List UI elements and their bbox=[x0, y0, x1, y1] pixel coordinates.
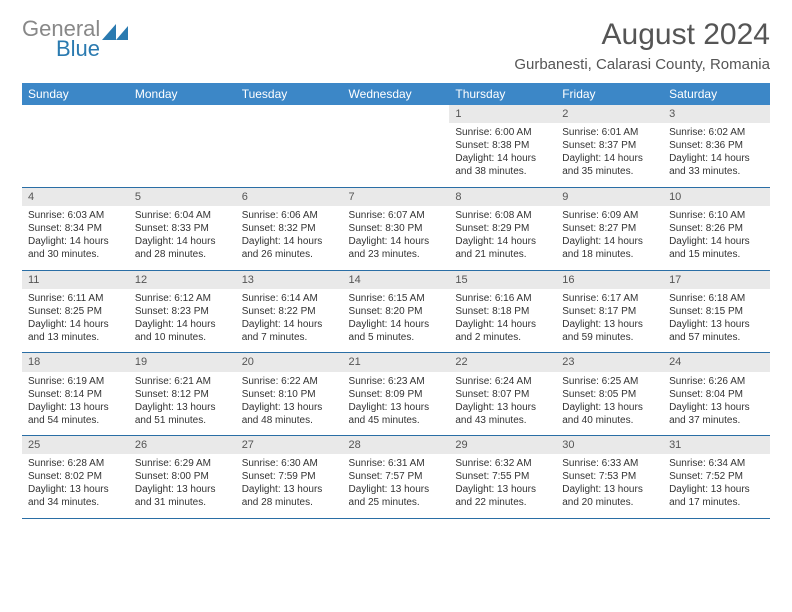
location-text: Gurbanesti, Calarasi County, Romania bbox=[514, 56, 770, 73]
day-number-cell: 10 bbox=[663, 187, 770, 206]
day-number-cell: 3 bbox=[663, 105, 770, 123]
day-detail-cell: Sunrise: 6:34 AMSunset: 7:52 PMDaylight:… bbox=[663, 454, 770, 518]
day-detail-cell: Sunrise: 6:33 AMSunset: 7:53 PMDaylight:… bbox=[556, 454, 663, 518]
day-number-cell: 8 bbox=[449, 187, 556, 206]
day-number-cell: 26 bbox=[129, 436, 236, 455]
day-number-cell: 4 bbox=[22, 187, 129, 206]
day-number-cell: 29 bbox=[449, 436, 556, 455]
day-detail-cell: Sunrise: 6:10 AMSunset: 8:26 PMDaylight:… bbox=[663, 206, 770, 270]
day-number-row: 123 bbox=[22, 105, 770, 123]
day-number-cell: 6 bbox=[236, 187, 343, 206]
day-detail-cell: Sunrise: 6:09 AMSunset: 8:27 PMDaylight:… bbox=[556, 206, 663, 270]
weekday-header: Sunday bbox=[22, 83, 129, 105]
day-number-cell: 14 bbox=[343, 270, 450, 289]
day-detail-cell: Sunrise: 6:17 AMSunset: 8:17 PMDaylight:… bbox=[556, 289, 663, 353]
weekday-header: Saturday bbox=[663, 83, 770, 105]
calendar-table: SundayMondayTuesdayWednesdayThursdayFrid… bbox=[22, 83, 770, 519]
day-number-cell: 24 bbox=[663, 353, 770, 372]
day-detail-cell: Sunrise: 6:08 AMSunset: 8:29 PMDaylight:… bbox=[449, 206, 556, 270]
day-detail-cell: Sunrise: 6:28 AMSunset: 8:02 PMDaylight:… bbox=[22, 454, 129, 518]
day-number-cell: 31 bbox=[663, 436, 770, 455]
day-detail-cell: Sunrise: 6:22 AMSunset: 8:10 PMDaylight:… bbox=[236, 372, 343, 436]
day-detail-cell: Sunrise: 6:15 AMSunset: 8:20 PMDaylight:… bbox=[343, 289, 450, 353]
day-number-cell bbox=[22, 105, 129, 123]
weekday-header: Friday bbox=[556, 83, 663, 105]
day-number-cell: 17 bbox=[663, 270, 770, 289]
day-number-cell: 16 bbox=[556, 270, 663, 289]
day-detail-cell bbox=[22, 123, 129, 187]
day-detail-cell: Sunrise: 6:30 AMSunset: 7:59 PMDaylight:… bbox=[236, 454, 343, 518]
weekday-header: Thursday bbox=[449, 83, 556, 105]
day-detail-cell: Sunrise: 6:19 AMSunset: 8:14 PMDaylight:… bbox=[22, 372, 129, 436]
day-number-cell: 28 bbox=[343, 436, 450, 455]
day-number-cell bbox=[343, 105, 450, 123]
day-detail-cell: Sunrise: 6:29 AMSunset: 8:00 PMDaylight:… bbox=[129, 454, 236, 518]
weekday-header: Monday bbox=[129, 83, 236, 105]
day-number-cell bbox=[129, 105, 236, 123]
day-detail-cell: Sunrise: 6:03 AMSunset: 8:34 PMDaylight:… bbox=[22, 206, 129, 270]
day-number-cell: 15 bbox=[449, 270, 556, 289]
day-detail-cell: Sunrise: 6:23 AMSunset: 8:09 PMDaylight:… bbox=[343, 372, 450, 436]
day-number-cell: 21 bbox=[343, 353, 450, 372]
day-number-cell: 12 bbox=[129, 270, 236, 289]
day-number-row: 45678910 bbox=[22, 187, 770, 206]
day-detail-cell: Sunrise: 6:11 AMSunset: 8:25 PMDaylight:… bbox=[22, 289, 129, 353]
day-detail-cell: Sunrise: 6:02 AMSunset: 8:36 PMDaylight:… bbox=[663, 123, 770, 187]
day-detail-cell: Sunrise: 6:06 AMSunset: 8:32 PMDaylight:… bbox=[236, 206, 343, 270]
day-detail-row: Sunrise: 6:28 AMSunset: 8:02 PMDaylight:… bbox=[22, 454, 770, 518]
day-number-cell: 30 bbox=[556, 436, 663, 455]
day-number-cell: 11 bbox=[22, 270, 129, 289]
day-detail-cell: Sunrise: 6:21 AMSunset: 8:12 PMDaylight:… bbox=[129, 372, 236, 436]
day-detail-cell: Sunrise: 6:01 AMSunset: 8:37 PMDaylight:… bbox=[556, 123, 663, 187]
weekday-header-row: SundayMondayTuesdayWednesdayThursdayFrid… bbox=[22, 83, 770, 105]
day-detail-cell bbox=[129, 123, 236, 187]
logo-text-2: Blue bbox=[22, 38, 128, 60]
day-number-cell: 9 bbox=[556, 187, 663, 206]
day-number-cell: 7 bbox=[343, 187, 450, 206]
day-number-cell: 2 bbox=[556, 105, 663, 123]
weekday-header: Tuesday bbox=[236, 83, 343, 105]
day-number-cell: 25 bbox=[22, 436, 129, 455]
day-number-cell: 5 bbox=[129, 187, 236, 206]
day-number-row: 25262728293031 bbox=[22, 436, 770, 455]
day-detail-row: Sunrise: 6:03 AMSunset: 8:34 PMDaylight:… bbox=[22, 206, 770, 270]
day-detail-cell bbox=[236, 123, 343, 187]
day-number-cell: 1 bbox=[449, 105, 556, 123]
day-detail-cell: Sunrise: 6:31 AMSunset: 7:57 PMDaylight:… bbox=[343, 454, 450, 518]
page-title: August 2024 bbox=[514, 18, 770, 52]
day-number-cell: 23 bbox=[556, 353, 663, 372]
day-detail-cell bbox=[343, 123, 450, 187]
day-number-cell: 20 bbox=[236, 353, 343, 372]
day-number-row: 18192021222324 bbox=[22, 353, 770, 372]
day-detail-cell: Sunrise: 6:00 AMSunset: 8:38 PMDaylight:… bbox=[449, 123, 556, 187]
day-detail-row: Sunrise: 6:00 AMSunset: 8:38 PMDaylight:… bbox=[22, 123, 770, 187]
day-number-cell: 18 bbox=[22, 353, 129, 372]
day-detail-cell: Sunrise: 6:07 AMSunset: 8:30 PMDaylight:… bbox=[343, 206, 450, 270]
day-detail-cell: Sunrise: 6:04 AMSunset: 8:33 PMDaylight:… bbox=[129, 206, 236, 270]
day-detail-cell: Sunrise: 6:16 AMSunset: 8:18 PMDaylight:… bbox=[449, 289, 556, 353]
day-number-row: 11121314151617 bbox=[22, 270, 770, 289]
logo: General Blue bbox=[22, 18, 128, 60]
day-number-cell: 19 bbox=[129, 353, 236, 372]
day-number-cell: 27 bbox=[236, 436, 343, 455]
day-detail-cell: Sunrise: 6:18 AMSunset: 8:15 PMDaylight:… bbox=[663, 289, 770, 353]
day-detail-cell: Sunrise: 6:25 AMSunset: 8:05 PMDaylight:… bbox=[556, 372, 663, 436]
day-number-cell bbox=[236, 105, 343, 123]
day-detail-cell: Sunrise: 6:14 AMSunset: 8:22 PMDaylight:… bbox=[236, 289, 343, 353]
day-detail-row: Sunrise: 6:11 AMSunset: 8:25 PMDaylight:… bbox=[22, 289, 770, 353]
weekday-header: Wednesday bbox=[343, 83, 450, 105]
day-detail-cell: Sunrise: 6:24 AMSunset: 8:07 PMDaylight:… bbox=[449, 372, 556, 436]
day-detail-row: Sunrise: 6:19 AMSunset: 8:14 PMDaylight:… bbox=[22, 372, 770, 436]
day-detail-cell: Sunrise: 6:26 AMSunset: 8:04 PMDaylight:… bbox=[663, 372, 770, 436]
day-detail-cell: Sunrise: 6:12 AMSunset: 8:23 PMDaylight:… bbox=[129, 289, 236, 353]
day-number-cell: 13 bbox=[236, 270, 343, 289]
day-number-cell: 22 bbox=[449, 353, 556, 372]
day-detail-cell: Sunrise: 6:32 AMSunset: 7:55 PMDaylight:… bbox=[449, 454, 556, 518]
